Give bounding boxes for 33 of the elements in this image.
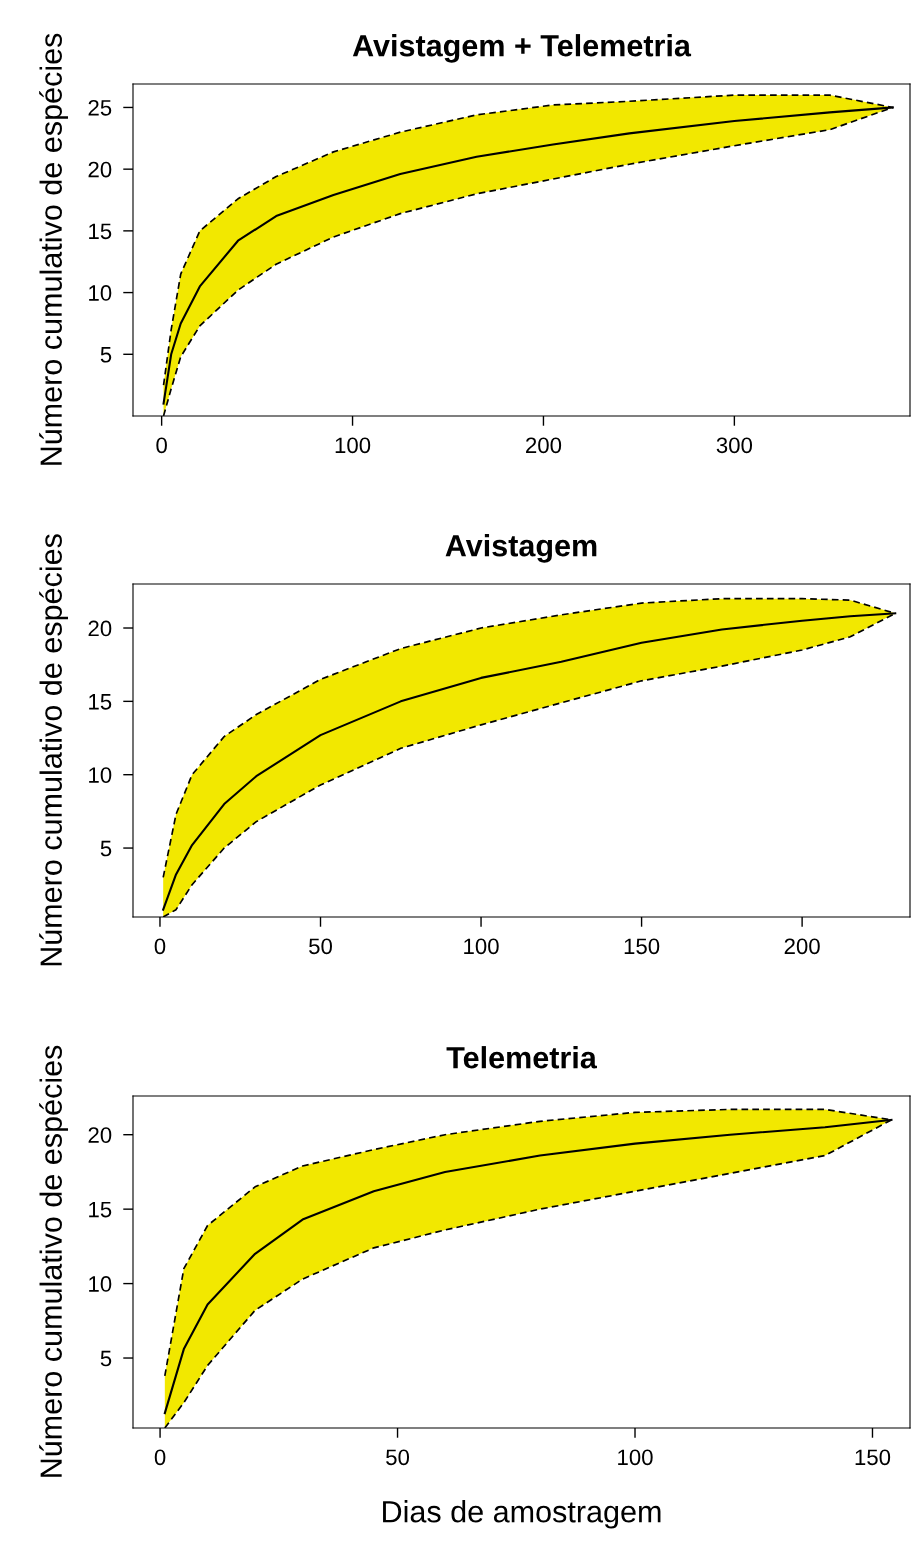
y-axis-title: Número cumulativo de espécies (39, 1045, 69, 1477)
y-axis-title: Número cumulativo de espécies (39, 534, 69, 966)
y-tick-label: 10 (89, 767, 112, 783)
x-tick-label: 50 (309, 938, 332, 955)
y-tick-label: 20 (88, 161, 112, 178)
x-tick-label: 0 (154, 938, 166, 955)
y-tick-label: 25 (88, 99, 112, 116)
y-tick-label: 10 (89, 285, 112, 301)
x-axis-title: Dias de amostragem (383, 1500, 661, 1529)
y-tick-label: 20 (88, 620, 112, 637)
chart-title: Telemetria (446, 1046, 597, 1069)
y-tick-label: 15 (89, 694, 112, 710)
x-tick-label: 150 (855, 1449, 891, 1466)
y-tick-label: 15 (89, 223, 112, 240)
y-tick-label: 10 (89, 1276, 112, 1292)
x-tick-label: 50 (386, 1449, 410, 1466)
chart-title: Avistagem (445, 534, 597, 563)
x-tick-label: 0 (156, 437, 167, 454)
y-tick-label: 5 (100, 840, 112, 857)
y-tick-label: 20 (88, 1127, 112, 1143)
y-tick-label: 5 (100, 347, 112, 363)
chart-title: Avistagem + Telemetria (352, 34, 692, 63)
x-tick-label: 200 (526, 437, 562, 454)
x-tick-label: 100 (335, 437, 371, 454)
x-tick-label: 200 (784, 938, 820, 955)
x-tick-label: 300 (716, 437, 753, 454)
x-tick-label: 0 (154, 1449, 166, 1466)
y-axis-title: Número cumulativo de espécies (39, 33, 69, 465)
x-tick-label: 150 (624, 938, 660, 955)
y-tick-label: 15 (89, 1201, 112, 1218)
x-tick-label: 100 (618, 1449, 653, 1466)
x-tick-label: 100 (464, 938, 499, 955)
y-tick-label: 5 (100, 1350, 112, 1367)
